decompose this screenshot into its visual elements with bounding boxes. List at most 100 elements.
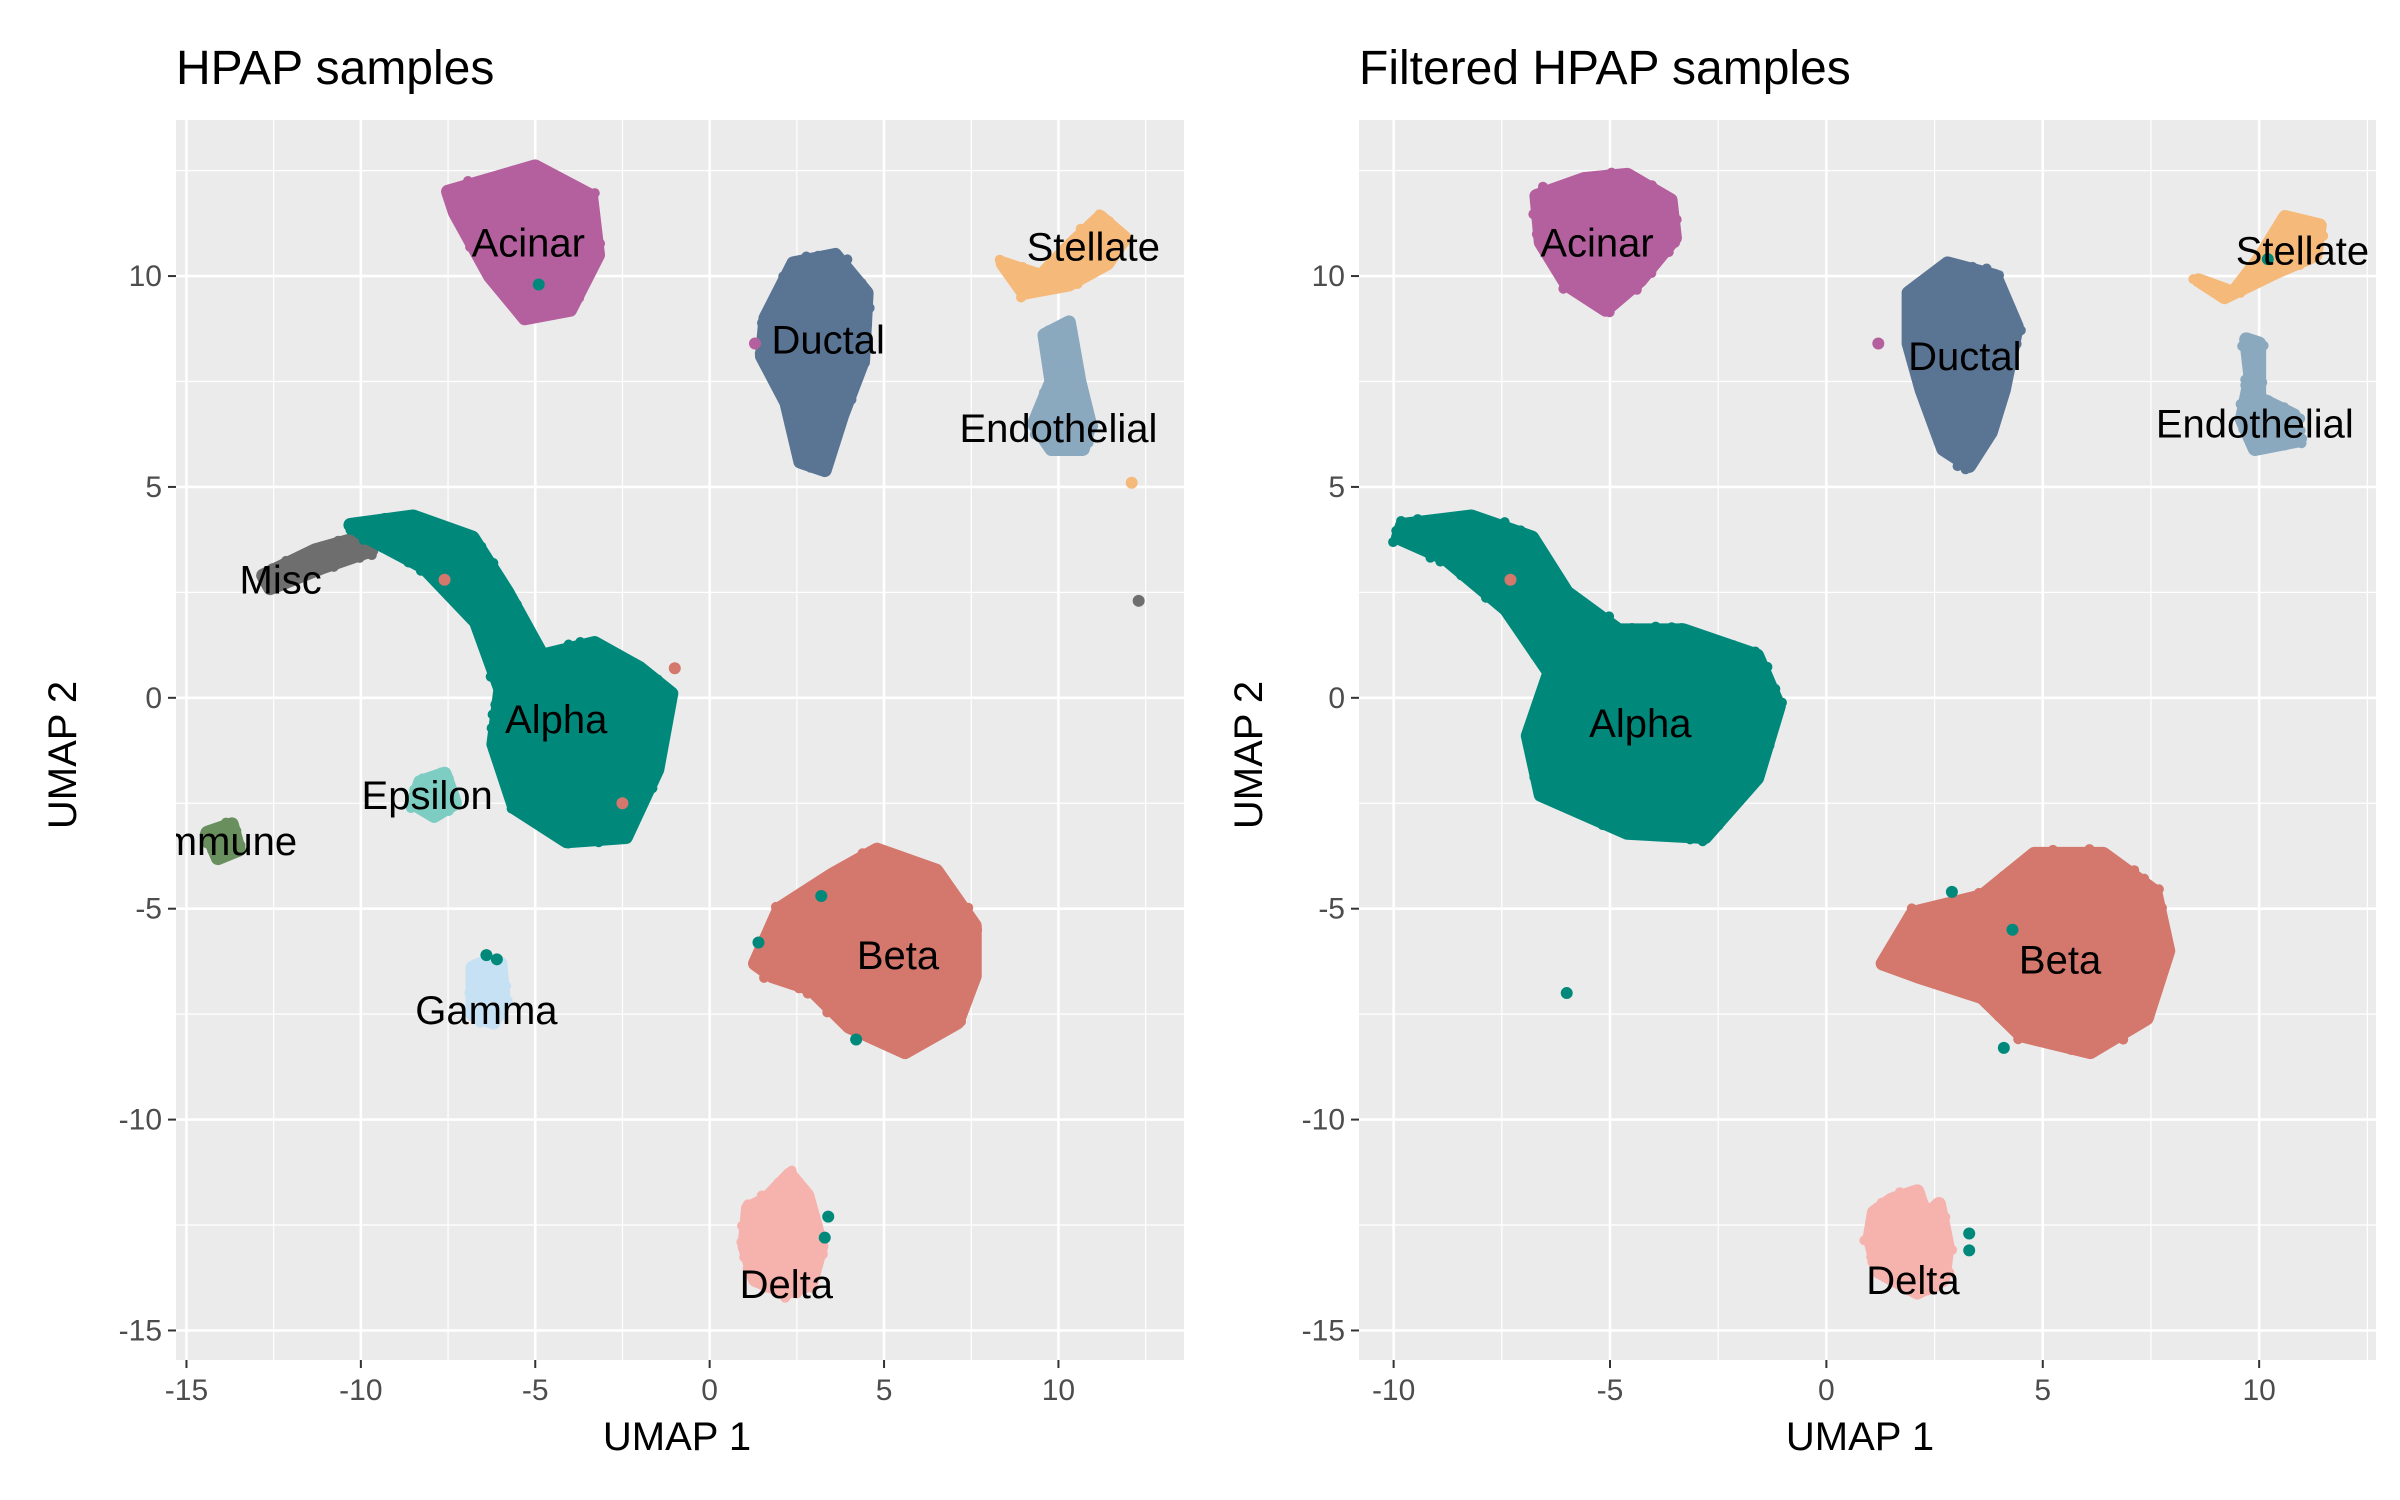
data-point xyxy=(470,614,481,625)
data-point xyxy=(1595,193,1605,203)
data-point xyxy=(1403,537,1414,548)
data-point xyxy=(2043,895,2053,905)
data-point xyxy=(916,923,926,933)
data-point xyxy=(593,837,604,848)
data-point xyxy=(1060,444,1071,455)
data-point xyxy=(1718,638,1729,649)
data-point xyxy=(1532,786,1543,797)
data-point xyxy=(563,733,573,743)
data-point xyxy=(894,984,904,994)
data-point xyxy=(1625,812,1635,822)
data-point xyxy=(1480,592,1491,603)
data-point xyxy=(829,270,839,280)
data-point xyxy=(1070,414,1080,424)
data-point xyxy=(417,800,428,811)
data-point xyxy=(1647,194,1657,204)
data-point xyxy=(830,367,840,377)
data-point xyxy=(2276,420,2286,430)
data-point xyxy=(863,990,873,1000)
data-point xyxy=(800,1193,811,1204)
data-point xyxy=(846,934,856,944)
data-point xyxy=(1901,311,1912,322)
data-point xyxy=(1925,942,1935,952)
data-point xyxy=(1964,287,1974,297)
data-point xyxy=(831,425,842,436)
cluster-label-endothelial: Endothelial xyxy=(2156,403,2354,447)
data-point xyxy=(754,348,765,359)
data-point xyxy=(569,259,579,269)
data-point xyxy=(502,585,513,596)
data-point xyxy=(598,805,608,815)
data-point xyxy=(799,1227,809,1237)
data-point xyxy=(1529,532,1540,543)
data-point xyxy=(2013,1034,2024,1045)
data-point xyxy=(868,844,879,855)
data-point xyxy=(227,817,238,828)
data-point xyxy=(201,838,212,849)
data-point xyxy=(1892,1225,1902,1235)
data-point xyxy=(1952,461,1963,472)
data-point xyxy=(337,544,347,554)
data-point xyxy=(838,312,848,322)
data-point xyxy=(1043,338,1054,349)
data-point xyxy=(870,919,880,929)
data-point xyxy=(842,269,853,280)
data-point xyxy=(498,998,509,1009)
data-point xyxy=(2117,1004,2127,1014)
data-point xyxy=(1538,222,1548,232)
data-point xyxy=(750,1201,761,1212)
data-point xyxy=(1497,531,1507,541)
data-point xyxy=(462,176,473,187)
outlier-point xyxy=(822,1210,835,1223)
data-point xyxy=(2297,214,2308,225)
data-point xyxy=(1728,640,1739,651)
data-point xyxy=(415,555,425,565)
data-point xyxy=(652,674,663,685)
data-point xyxy=(1683,819,1693,829)
data-point xyxy=(809,1223,820,1234)
data-point xyxy=(1718,810,1728,820)
data-point xyxy=(1906,903,1917,914)
data-point xyxy=(1560,798,1571,809)
data-point xyxy=(1633,750,1643,760)
data-point xyxy=(1607,293,1618,304)
data-point xyxy=(1544,664,1555,675)
data-point xyxy=(1989,946,1999,956)
data-point xyxy=(761,962,772,973)
data-point xyxy=(1480,551,1490,561)
data-point xyxy=(1522,633,1533,644)
data-point xyxy=(943,967,953,977)
x-axis-label: UMAP 1 xyxy=(1786,1415,1934,1459)
data-point xyxy=(602,644,613,655)
data-point xyxy=(799,966,809,976)
data-point xyxy=(888,932,898,942)
data-point xyxy=(1043,434,1054,445)
data-point xyxy=(506,196,516,206)
data-point xyxy=(476,541,487,552)
data-point xyxy=(477,195,487,205)
data-point xyxy=(806,322,816,332)
cluster-label-acinar: Acinar xyxy=(472,221,585,265)
data-point xyxy=(792,1195,802,1205)
data-point xyxy=(1412,514,1423,525)
data-point xyxy=(538,211,548,221)
data-point xyxy=(1600,634,1610,644)
data-point xyxy=(945,957,955,967)
data-point xyxy=(425,567,435,577)
data-point xyxy=(555,253,565,263)
data-point xyxy=(1885,961,1896,972)
cluster-label-ductal: Ductal xyxy=(1908,335,2021,379)
data-point xyxy=(640,674,651,685)
data-point xyxy=(865,941,875,951)
data-point xyxy=(933,942,943,952)
data-point xyxy=(1617,263,1627,273)
data-point xyxy=(2136,902,2146,912)
data-point xyxy=(1608,806,1618,816)
data-point xyxy=(427,776,438,787)
data-point xyxy=(1959,372,1969,382)
data-point xyxy=(2295,223,2305,233)
data-point xyxy=(823,961,833,971)
data-point xyxy=(966,971,977,982)
data-point xyxy=(928,862,939,873)
data-point xyxy=(1611,666,1621,676)
